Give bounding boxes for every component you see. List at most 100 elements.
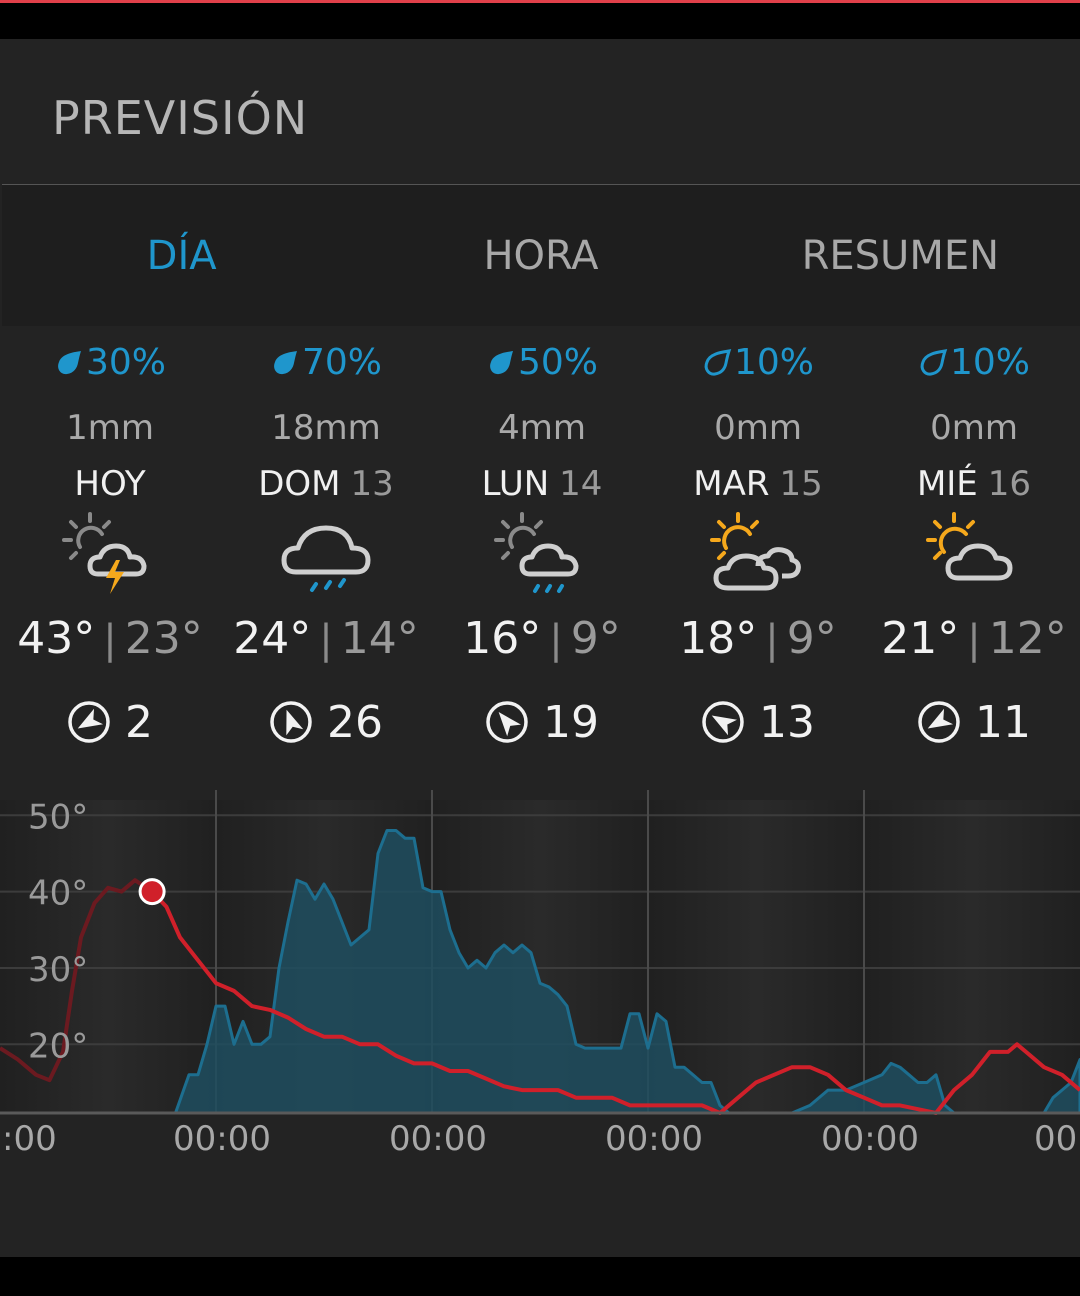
tab-hora[interactable]: HORA — [483, 232, 599, 279]
temp-high: 16° — [463, 613, 542, 664]
y-tick-label: 50° — [28, 797, 88, 837]
temp-high: 21° — [881, 613, 960, 664]
temp-separator: | — [765, 617, 779, 663]
drop-outline-icon — [704, 348, 732, 376]
x-tick-label: 00 — [1034, 1119, 1077, 1159]
weather-icon — [866, 512, 1080, 602]
day-date: 13 — [350, 464, 394, 504]
wind-direction-icon — [270, 701, 312, 743]
temp-separator: | — [967, 617, 981, 663]
temp-low: 9° — [786, 613, 837, 664]
wind: 11 — [866, 690, 1080, 754]
weather-icon — [218, 512, 434, 602]
rain-cloud-icon — [281, 525, 371, 592]
weather-icon — [2, 512, 218, 602]
precip-amount: 0mm — [930, 408, 1018, 448]
rain-area — [0, 829, 1080, 1115]
day-date: 15 — [779, 464, 823, 504]
day-column-hoy[interactable]: 30% 1mm HOY 43° | 23° 2 — [2, 330, 218, 770]
temperature-range: 24° | 14° — [218, 613, 434, 664]
wind-direction-icon — [702, 701, 744, 743]
temp-high: 43° — [17, 613, 96, 664]
precip-probability: 30% — [2, 342, 218, 383]
temperature-range: 16° | 9° — [434, 613, 650, 664]
sun-cloud-icon — [926, 512, 1013, 581]
temp-high: 18° — [679, 613, 758, 664]
precip-probability: 50% — [434, 342, 650, 383]
weather-icon — [434, 512, 650, 602]
tab-dia[interactable]: DÍA — [146, 232, 217, 279]
weather-icon — [650, 512, 866, 602]
partly-sunny-storm-icon — [62, 512, 147, 594]
day-date: 14 — [559, 464, 603, 504]
day-label: MAR — [693, 464, 770, 504]
day-name: DOM 13 — [218, 464, 434, 504]
wind: 26 — [218, 690, 434, 754]
wind-speed: 26 — [327, 696, 383, 748]
drop-filled-icon — [58, 350, 81, 374]
precip-amount: 18mm — [271, 408, 381, 448]
wind: 19 — [434, 690, 650, 754]
precip-probability-value: 10% — [949, 342, 1030, 383]
temperature-line-past — [0, 878, 154, 1083]
day-band — [648, 800, 864, 1113]
temperature-range: 21° | 12° — [866, 613, 1080, 664]
wind: 13 — [650, 690, 866, 754]
status-accent-line — [0, 0, 1080, 3]
divider — [2, 184, 1080, 185]
precip-probability: 70% — [218, 342, 434, 383]
drop-filled-icon — [274, 350, 297, 374]
day-name: HOY — [2, 464, 218, 504]
precip-amount: 0mm — [714, 408, 802, 448]
page-title: PREVISIÓN — [52, 91, 309, 145]
day-name: MAR 15 — [650, 464, 866, 504]
temp-low: 12° — [988, 613, 1067, 664]
tab-bar: DÍA HORA RESUMEN — [2, 185, 1080, 326]
precip-amount: 4mm — [498, 408, 586, 448]
x-tick-label: 00:00 — [173, 1119, 271, 1159]
precip-probability-value: 30% — [85, 342, 166, 383]
temperature-range: 43° | 23° — [2, 613, 218, 664]
day-band — [0, 800, 216, 1113]
wind-speed: 13 — [759, 696, 815, 748]
temp-low: 23° — [124, 613, 203, 664]
day-column-lun[interactable]: 50% 4mm LUN 14 16° | 9° 19 — [434, 330, 650, 770]
day-column-mie[interactable]: 10% 0mm MIÉ 16 21° | 12° 11 — [866, 330, 1080, 770]
day-column-mar[interactable]: 10% 0mm MAR 15 18° | 9° 13 — [650, 330, 866, 770]
precip-probability: 10% — [650, 342, 866, 383]
temperature-line — [150, 890, 1080, 1115]
temp-high: 24° — [233, 613, 312, 664]
precip-probability-value: 10% — [733, 342, 814, 383]
precip-amount: 1mm — [66, 408, 154, 448]
wind-direction-icon — [918, 701, 960, 743]
y-tick-label: 40° — [28, 874, 88, 914]
temp-separator: | — [103, 617, 117, 663]
wind-direction-icon — [68, 701, 110, 743]
tab-resumen[interactable]: RESUMEN — [801, 232, 1000, 279]
precip-probability: 10% — [866, 342, 1080, 383]
temp-separator: | — [549, 617, 563, 663]
daily-forecast-row: 30% 1mm HOY 43° | 23° 2 70% 18m — [0, 330, 1080, 770]
day-name: LUN 14 — [434, 464, 650, 504]
x-tick-label: 00:00 — [821, 1119, 919, 1159]
x-tick-label: :00 — [2, 1119, 57, 1159]
wind-direction-icon — [486, 701, 528, 743]
temperature-range: 18° | 9° — [650, 613, 866, 664]
temp-low: 9° — [570, 613, 621, 664]
x-tick-label: 00:00 — [605, 1119, 703, 1159]
wind-speed: 19 — [543, 696, 599, 748]
temp-low: 14° — [340, 613, 419, 664]
temperature-rain-chart[interactable]: 50° 40° 30° 20°:00 00:00 00:00 00:00 00:00 00 — [0, 790, 1080, 1160]
drop-filled-icon — [490, 350, 513, 374]
day-column-dom[interactable]: 70% 18mm DOM 13 24° | 14° 26 — [218, 330, 434, 770]
wind-speed: 11 — [975, 696, 1031, 748]
precip-probability-value: 50% — [517, 342, 598, 383]
y-tick-label: 30° — [28, 950, 88, 990]
current-time-marker — [138, 878, 166, 906]
day-label: LUN — [481, 464, 550, 504]
day-label: DOM — [258, 464, 341, 504]
precip-probability-value: 70% — [301, 342, 382, 383]
wind-speed: 2 — [125, 696, 153, 748]
x-tick-label: 00:00 — [389, 1119, 487, 1159]
day-date: 16 — [987, 464, 1032, 504]
